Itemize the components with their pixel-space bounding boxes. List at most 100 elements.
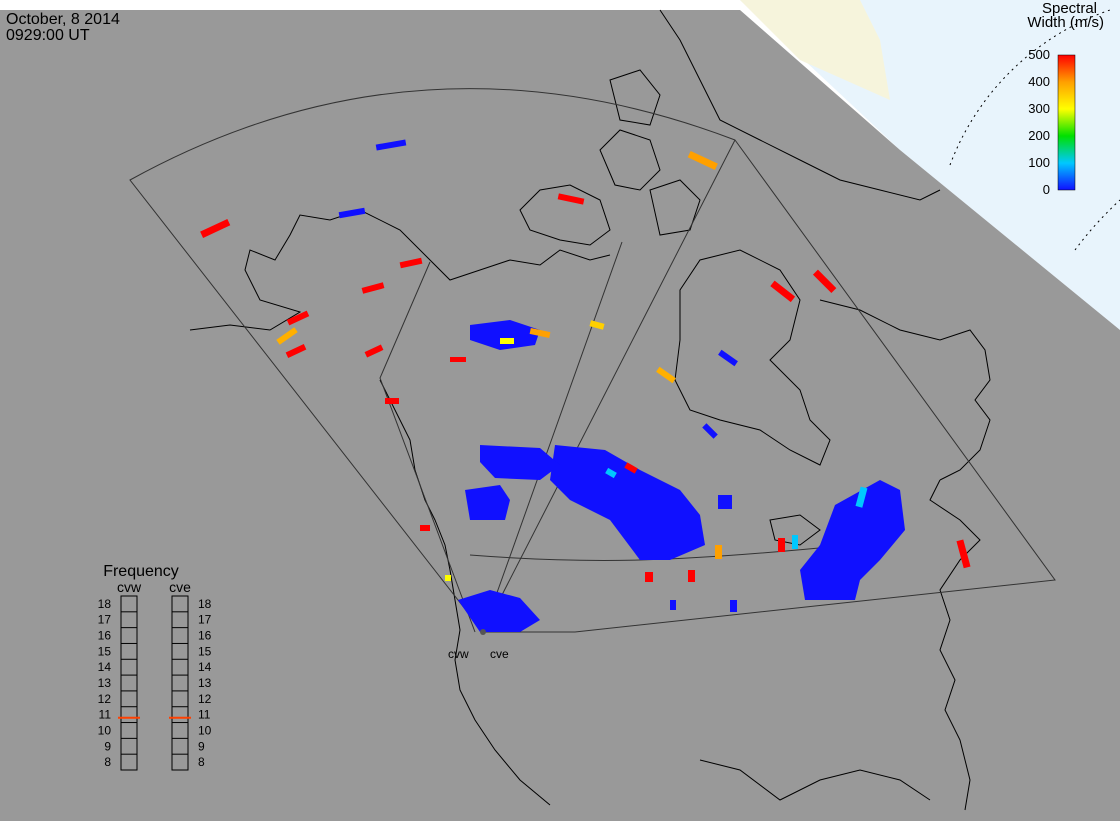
site-label-cvw: cvw <box>448 647 469 661</box>
echo-orange <box>687 150 718 170</box>
colorbar-tick-label: 300 <box>1028 101 1050 116</box>
echo-red <box>285 344 307 358</box>
arctic-islands <box>519 69 701 246</box>
latitude-circle-inner <box>949 9 1111 166</box>
fov-cvw-edge <box>379 261 476 633</box>
colorbar-tick-label: 100 <box>1028 155 1050 170</box>
frequency-column-cve <box>171 595 189 771</box>
echo-cyan <box>605 467 617 479</box>
frequency-title: Frequency <box>103 563 179 580</box>
echo-cluster-north <box>470 320 540 350</box>
frequency-tick-label-left: 17 <box>98 613 112 627</box>
frequency-tick-label-right: 18 <box>198 597 212 611</box>
echo-red <box>286 310 310 326</box>
frequency-tick-label-right: 16 <box>198 629 212 643</box>
echo-cyan <box>792 535 798 549</box>
echo-red <box>200 218 231 238</box>
radar-fov <box>129 88 1056 633</box>
colorbar-title-line1: Spectral <box>1042 0 1097 17</box>
radar-sites: cvw cve <box>448 629 509 661</box>
frequency-tick-label-left: 18 <box>98 597 112 611</box>
frequency-tick-label-left: 15 <box>98 644 112 658</box>
colorbar-ticks: 500 400 300 200 100 0 <box>1028 47 1050 197</box>
echo-orange <box>276 327 298 345</box>
echo-red <box>688 570 695 582</box>
hudson-bay <box>674 249 831 466</box>
echo-red <box>956 539 971 569</box>
echo-red <box>420 525 430 531</box>
frequency-tick-label-left: 13 <box>98 676 112 690</box>
echo-red <box>624 462 638 474</box>
greenland-polar-land <box>740 0 890 100</box>
echo-cluster-central <box>550 445 705 560</box>
frequency-tick-label-right: 12 <box>198 692 212 706</box>
frequency-radar-label-cve: cve <box>169 579 191 595</box>
frequency-tick-label-right: 13 <box>198 676 212 690</box>
frequency-tick-label-left: 8 <box>104 755 111 769</box>
echo-cluster-site <box>458 590 540 632</box>
fov-outline <box>129 88 1056 633</box>
fov-split-right <box>482 139 736 633</box>
frequency-tick-label-right: 15 <box>198 644 212 658</box>
site-label-cve: cve <box>490 647 509 661</box>
frequency-tick-label-right: 14 <box>198 660 212 674</box>
frequency-tick-label-left: 10 <box>98 723 112 737</box>
frequency-tick-label-left: 12 <box>98 692 112 706</box>
echoes-high-width <box>200 150 971 582</box>
echo-cluster-east <box>800 480 905 600</box>
frequency-tick-label-left: 11 <box>99 708 112 722</box>
echoes-low-width <box>338 139 905 632</box>
frequency-tick-label-right: 10 <box>198 723 212 737</box>
frequency-tick-label-left: 16 <box>98 629 112 643</box>
echo-yellow <box>500 338 514 344</box>
echo-yellow <box>589 320 605 330</box>
echo-segment <box>702 423 718 439</box>
echo-red <box>557 193 585 205</box>
west-coast <box>379 379 551 806</box>
frequency-tick-label-right: 17 <box>198 613 212 627</box>
echo-red <box>645 572 653 582</box>
frequency-tick-label-right: 9 <box>198 739 205 753</box>
echo-segment <box>670 600 676 610</box>
echo-red <box>450 357 466 362</box>
frequency-tick-label-right: 11 <box>198 708 211 722</box>
echo-red <box>399 257 423 269</box>
colorbar-tick-label: 0 <box>1043 182 1050 197</box>
frequency-tick-label-left: 9 <box>104 739 111 753</box>
echo-red <box>812 269 837 294</box>
echo-cluster-mid <box>480 445 560 480</box>
gulf-coast <box>699 759 931 801</box>
east-coast <box>929 479 981 811</box>
echo-segment <box>718 495 732 509</box>
frequency-tick-label-left: 14 <box>98 660 112 674</box>
colorbar-tick-label: 200 <box>1028 128 1050 143</box>
echo-red <box>361 282 385 294</box>
greenland-coast <box>659 9 941 201</box>
echo-segment <box>375 139 407 151</box>
header-time: 0929:00 UT <box>6 27 90 44</box>
echo-red <box>385 398 399 404</box>
frequency-radar-label-cvw: cvw <box>117 579 142 595</box>
frequency-tick-label-right: 8 <box>198 755 205 769</box>
site-marker <box>480 629 486 635</box>
echo-orange <box>529 327 551 339</box>
echo-segment <box>338 207 366 219</box>
colorbar-gradient <box>1057 54 1076 191</box>
echo-cluster-west <box>465 485 510 520</box>
echo-orange <box>715 545 722 559</box>
fov-split-left <box>482 241 623 633</box>
arctic-ocean <box>740 0 1120 330</box>
echo-segment <box>730 600 737 612</box>
echo-cyan <box>855 486 868 508</box>
echo-orange <box>656 366 676 384</box>
echo-segment <box>718 349 738 367</box>
alaska-coast <box>189 209 611 331</box>
coastlines <box>189 9 991 811</box>
colorbar-title-line2: Width (m/s) <box>1027 14 1104 31</box>
labrador-coast <box>819 299 991 481</box>
colorbar-tick-label: 500 <box>1028 47 1050 62</box>
echo-yellow <box>445 575 451 581</box>
